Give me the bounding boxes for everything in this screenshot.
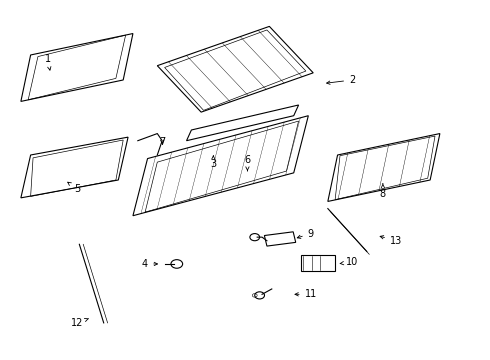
Text: 7: 7 bbox=[159, 138, 165, 148]
Text: 11: 11 bbox=[295, 289, 317, 299]
Text: 2: 2 bbox=[327, 75, 355, 85]
Text: 12: 12 bbox=[71, 318, 89, 328]
Text: 6: 6 bbox=[245, 156, 250, 171]
Text: 1: 1 bbox=[45, 54, 51, 70]
Text: 3: 3 bbox=[210, 156, 217, 169]
Text: 5: 5 bbox=[68, 182, 80, 194]
Bar bbox=[265, 232, 295, 246]
Bar bbox=[301, 255, 335, 271]
Text: 13: 13 bbox=[380, 236, 402, 246]
Text: 8: 8 bbox=[380, 184, 386, 199]
Text: 10: 10 bbox=[340, 257, 358, 267]
Text: 4: 4 bbox=[142, 259, 157, 269]
Text: 9: 9 bbox=[297, 229, 314, 239]
